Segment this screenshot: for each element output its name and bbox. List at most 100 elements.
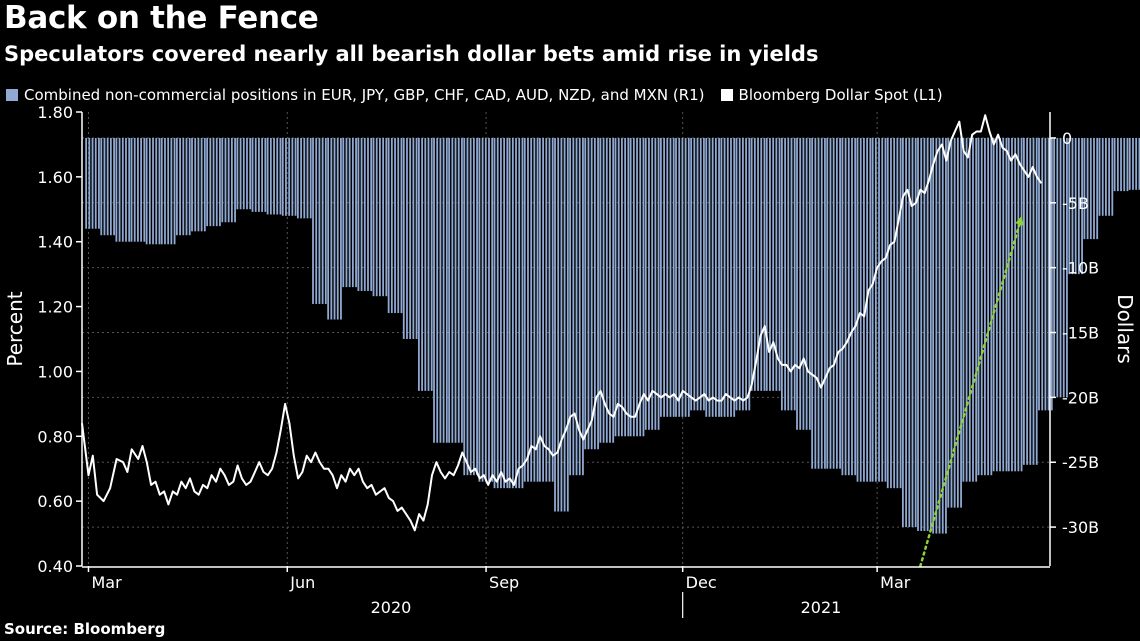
chart-subtitle: Speculators covered nearly all bearish d… [4, 42, 819, 66]
left-tick-label: 1.00 [37, 362, 73, 381]
right-tick-label: 0 [1062, 129, 1072, 148]
bar [1022, 137, 1038, 465]
bar [614, 137, 630, 437]
bar [780, 137, 796, 411]
bar [478, 137, 494, 482]
right-tick-label: -30B [1062, 518, 1099, 537]
bar [1007, 137, 1023, 472]
bar [1128, 137, 1140, 190]
annotation-arrow-head [1015, 215, 1024, 226]
bar [130, 137, 146, 242]
left-tick-label: 0.80 [37, 427, 73, 446]
bar [251, 137, 267, 212]
x-tick-label: Jun [289, 573, 315, 592]
annotation-arrow-shaft [919, 214, 1024, 568]
bar [917, 137, 932, 531]
bar [508, 137, 524, 489]
bar [1083, 137, 1099, 240]
x-tick-label: Sep [489, 573, 519, 592]
right-tick-label: -15B [1062, 324, 1099, 343]
bar [886, 137, 902, 489]
left-tick-label: 1.80 [37, 103, 73, 122]
legend-item-dollar-spot: Bloomberg Dollar Spot (L1) [720, 86, 943, 104]
bar [115, 137, 131, 242]
left-tick-label: 0.60 [37, 492, 73, 511]
dollar-spot-line [81, 114, 1043, 532]
bar [1113, 137, 1129, 192]
legend-label-positions: Combined non-commercial positions in EUR… [24, 86, 705, 104]
bar [962, 137, 978, 482]
bar [599, 137, 615, 443]
bar [856, 137, 872, 482]
bar [932, 137, 947, 534]
bar [100, 137, 115, 236]
right-tick-label: -20B [1062, 388, 1099, 407]
bar [448, 137, 463, 443]
bar [584, 137, 599, 450]
bar [690, 137, 705, 411]
chart-title: Back on the Fence [4, 0, 319, 36]
bar [1038, 137, 1053, 411]
bar [675, 137, 690, 417]
right-axis-title: Dollars [1113, 294, 1137, 364]
bar [811, 137, 826, 469]
bar [705, 137, 720, 417]
bar [342, 137, 357, 288]
left-tick-label: 0.40 [37, 557, 73, 576]
bar [644, 137, 660, 430]
bar [433, 137, 448, 443]
left-tick-label: 1.60 [37, 168, 73, 187]
legend-item-positions: Combined non-commercial positions in EUR… [6, 86, 705, 104]
bar [720, 137, 736, 417]
bar [402, 137, 418, 339]
bar [871, 137, 887, 482]
year-label: 2021 [801, 598, 842, 617]
bar [796, 137, 811, 430]
bar [977, 137, 993, 476]
bar [266, 137, 282, 215]
bar [554, 137, 569, 512]
left-tick-label: 1.40 [37, 233, 73, 252]
bar [901, 137, 917, 528]
legend: Combined non-commercial positions in EUR… [6, 86, 959, 104]
bar [357, 137, 373, 292]
bar [296, 137, 312, 219]
x-tick-label: Mar [91, 573, 122, 592]
x-tick-label: Mar [880, 573, 911, 592]
bar [523, 137, 539, 482]
x-tick-label: Dec [686, 573, 717, 592]
left-tick-label: 1.20 [37, 298, 73, 317]
bar [538, 137, 554, 482]
bar [206, 137, 221, 227]
source-note: Source: Bloomberg [4, 620, 166, 638]
bar [841, 137, 857, 476]
bar [1098, 137, 1114, 216]
bar [659, 137, 675, 417]
bar [327, 137, 342, 320]
bar [387, 137, 403, 314]
right-tick-label: -5B [1062, 194, 1089, 213]
bar [493, 137, 509, 489]
bar [312, 137, 327, 304]
bar [629, 137, 645, 437]
bar [145, 137, 161, 245]
bar [750, 137, 766, 391]
legend-swatch-positions [6, 89, 18, 101]
legend-label-dollar-spot: Bloomberg Dollar Spot (L1) [738, 86, 943, 104]
bar [236, 137, 252, 210]
bar [160, 137, 176, 245]
bar [372, 137, 388, 297]
bar [735, 137, 751, 411]
bar [85, 137, 100, 229]
bar [281, 137, 297, 216]
bar [947, 137, 962, 508]
bar [191, 137, 206, 232]
bar [175, 137, 191, 236]
bar [765, 137, 781, 391]
right-tick-label: -25B [1062, 453, 1099, 472]
left-axis-title: Percent [3, 291, 27, 366]
right-tick-label: -10B [1062, 259, 1099, 278]
bar [417, 137, 433, 391]
bar [463, 137, 478, 476]
